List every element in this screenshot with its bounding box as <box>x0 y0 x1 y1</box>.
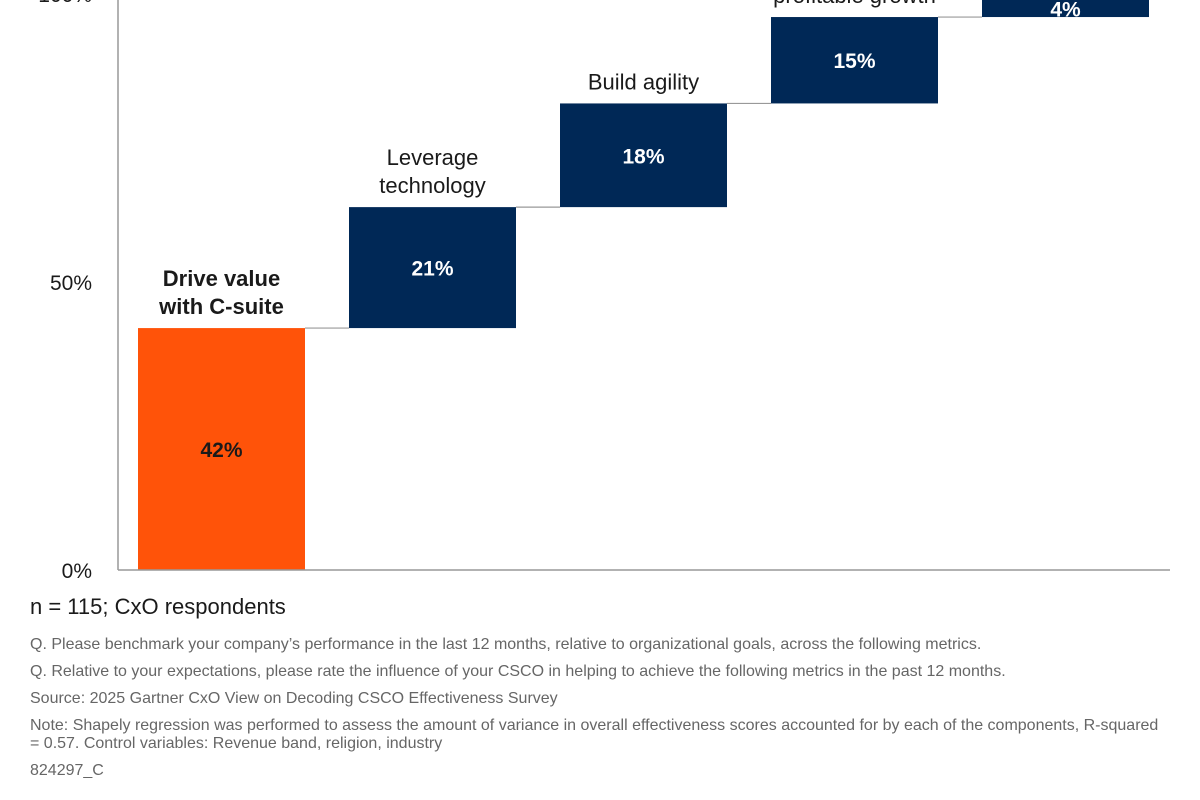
bar-2 <box>349 207 516 329</box>
bar-4 <box>771 17 938 104</box>
category-labels: Drive value with C-suite Leverage technolog… <box>158 0 936 319</box>
bar-value-label-2: 21% <box>411 258 453 281</box>
footnote-question-1: Q. Please benchmark your company’s perfo… <box>30 636 982 653</box>
waterfall-chart: 42% 21% 18% 15% 4% Drive value with C-suite Le… <box>38 0 1170 583</box>
category-label-1-line-1: Drive value <box>163 266 280 291</box>
bar-5 <box>982 0 1149 18</box>
connector-lines <box>305 16 982 329</box>
category-label-2-line-2: technology <box>379 173 485 198</box>
footnote-id: 824297_C <box>30 762 104 779</box>
footnote-source: Source: 2025 Gartner CxO View on Decodin… <box>30 690 558 707</box>
y-tick-label-1: 0% <box>62 560 92 583</box>
bars <box>138 0 1149 570</box>
bar-value-label-4: 15% <box>833 50 875 73</box>
footnote-note: Note: Shapely regression was performed t… <box>30 717 1159 752</box>
y-tick-label-3: 100% <box>38 0 92 7</box>
bar-value-label-5: 4% <box>1050 0 1081 22</box>
sample-note: n = 115; CxO respondents <box>30 594 286 619</box>
category-label-4-line-1: profitable growth <box>773 0 936 8</box>
y-axis-tick-labels: 0% 50% 100% <box>38 0 92 583</box>
bar-value-label-3: 18% <box>622 145 664 168</box>
bar-3 <box>560 103 727 208</box>
bar-value-label-1: 42% <box>200 439 242 462</box>
footnote-question-2: Q. Relative to your expectations, please… <box>30 663 1006 680</box>
bar-value-labels: 42% 21% 18% 15% 4% <box>200 0 1081 462</box>
category-label-1-line-2: with C-suite <box>158 294 284 319</box>
category-label-3-line-1: Build agility <box>588 69 699 94</box>
bar-1 <box>138 328 305 570</box>
y-tick-label-2: 50% <box>50 272 92 295</box>
category-label-2-line-1: Leverage <box>387 145 479 170</box>
footnotes: Q. Please benchmark your company’s perfo… <box>30 636 1170 789</box>
